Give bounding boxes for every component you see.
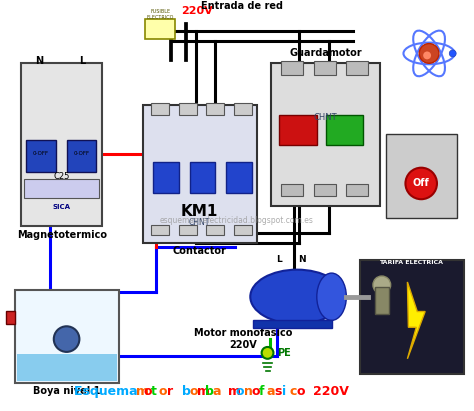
Bar	[253, 321, 332, 328]
Bar	[153, 162, 179, 193]
Text: esquemasyelectricidad.blogspot.com.es: esquemasyelectricidad.blogspot.com.es	[160, 216, 314, 225]
Text: N: N	[298, 255, 306, 264]
Text: Contactor: Contactor	[173, 246, 227, 256]
Text: Motor monofasico: Motor monofasico	[194, 328, 292, 338]
Text: 220V: 220V	[229, 340, 257, 350]
Text: i: i	[282, 385, 286, 398]
FancyBboxPatch shape	[272, 63, 380, 206]
Bar	[282, 185, 303, 196]
Bar	[360, 260, 464, 374]
Circle shape	[423, 51, 431, 59]
Text: b: b	[205, 385, 214, 398]
Bar	[6, 311, 15, 324]
FancyBboxPatch shape	[21, 63, 102, 226]
Text: PE: PE	[277, 348, 291, 358]
Text: L: L	[79, 56, 85, 66]
Bar	[24, 178, 99, 198]
Text: o: o	[144, 385, 152, 398]
Bar	[207, 103, 224, 115]
Text: TARIFA ELECTRICA: TARIFA ELECTRICA	[379, 260, 443, 265]
Text: r: r	[167, 385, 177, 398]
Text: c: c	[290, 385, 297, 398]
FancyBboxPatch shape	[146, 19, 175, 39]
Text: m: m	[136, 385, 149, 398]
Text: C25: C25	[54, 172, 70, 181]
Text: 0-OFF: 0-OFF	[33, 151, 49, 157]
Circle shape	[373, 276, 391, 294]
Circle shape	[262, 347, 273, 359]
Ellipse shape	[250, 270, 344, 324]
Bar	[375, 287, 389, 314]
Ellipse shape	[317, 273, 346, 321]
Bar	[190, 162, 215, 193]
Bar	[226, 162, 252, 193]
Bar	[151, 225, 169, 235]
Text: a: a	[266, 385, 275, 398]
Bar	[282, 61, 303, 75]
Text: o: o	[297, 385, 310, 398]
FancyBboxPatch shape	[144, 105, 257, 242]
Text: o: o	[190, 385, 198, 398]
Text: Boya nivel 1: Boya nivel 1	[33, 386, 100, 396]
Text: CHNT: CHNT	[314, 113, 337, 122]
Text: N: N	[35, 56, 43, 66]
Text: 220V: 220V	[313, 385, 348, 398]
Bar	[234, 225, 252, 235]
Text: o: o	[236, 385, 244, 398]
Circle shape	[54, 326, 79, 352]
Text: o: o	[251, 385, 260, 398]
Text: Off: Off	[413, 178, 429, 189]
Circle shape	[449, 50, 456, 57]
Text: f: f	[259, 385, 264, 398]
Bar	[179, 225, 197, 235]
Text: o: o	[159, 385, 167, 398]
Bar	[386, 134, 456, 218]
Bar	[207, 225, 224, 235]
Text: SICA: SICA	[53, 204, 71, 210]
Bar	[15, 290, 119, 383]
Circle shape	[419, 44, 439, 63]
Text: Entrada de red: Entrada de red	[201, 1, 283, 11]
Bar	[18, 354, 117, 381]
Bar	[346, 61, 368, 75]
Bar	[314, 61, 336, 75]
Bar	[314, 185, 336, 196]
Text: Esquema: Esquema	[74, 385, 143, 398]
Text: L: L	[276, 255, 282, 264]
Text: 0-OFF: 0-OFF	[73, 151, 90, 157]
Bar	[151, 103, 169, 115]
Bar	[234, 103, 252, 115]
Bar	[326, 115, 363, 145]
Bar	[346, 185, 368, 196]
Text: CHNT: CHNT	[189, 218, 210, 227]
Text: m: m	[197, 385, 210, 398]
Text: 220V: 220V	[181, 6, 213, 16]
Text: m: m	[228, 385, 241, 398]
Polygon shape	[408, 282, 425, 359]
Text: Guardamotor: Guardamotor	[289, 48, 362, 58]
Text: a: a	[213, 385, 226, 398]
Text: s: s	[274, 385, 282, 398]
Circle shape	[405, 168, 437, 199]
Text: t: t	[151, 385, 157, 398]
Text: b: b	[182, 385, 191, 398]
Text: Magnetotermico: Magnetotermico	[17, 230, 107, 240]
Bar	[279, 115, 317, 145]
Bar	[66, 140, 96, 172]
Text: KM1: KM1	[181, 203, 218, 219]
Text: n: n	[244, 385, 252, 398]
Bar	[26, 140, 56, 172]
Text: FUSIBLE
ELECTRICO: FUSIBLE ELECTRICO	[146, 9, 174, 20]
Bar	[179, 103, 197, 115]
